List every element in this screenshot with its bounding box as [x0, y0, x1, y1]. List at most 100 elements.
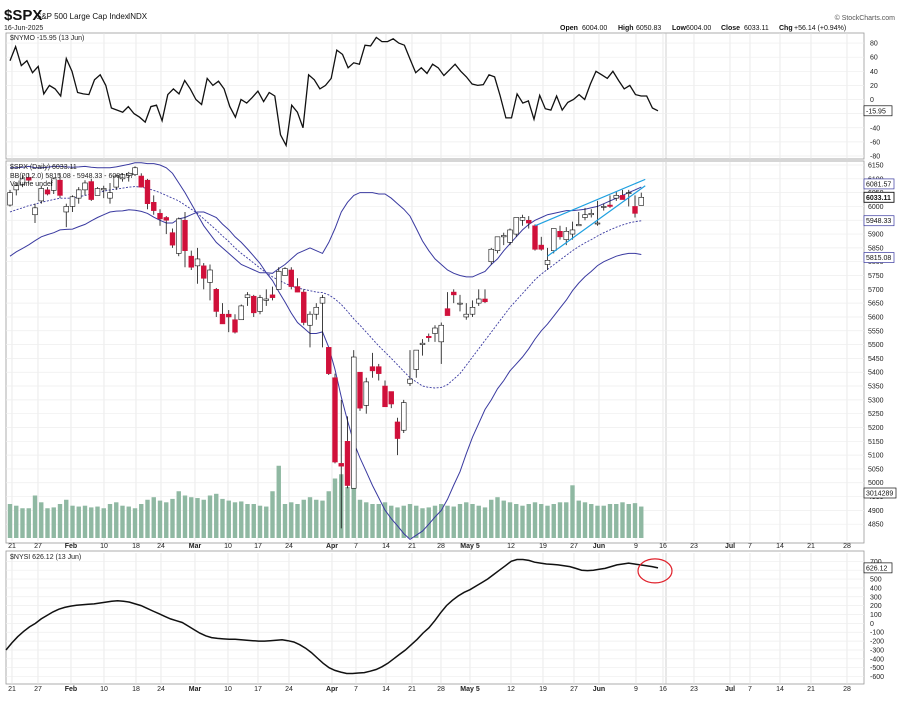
nysi-y-tick: -400	[870, 656, 884, 663]
volume-bar	[476, 505, 481, 538]
x-tick-label: 17	[254, 543, 262, 550]
volume-bar	[182, 495, 188, 538]
x-tick-label: Feb	[65, 686, 77, 693]
candle-down	[88, 181, 94, 200]
volume-bar	[595, 505, 600, 538]
volume-bar	[76, 506, 81, 538]
volume-bar	[351, 474, 356, 538]
spx-y-tick: 4850	[868, 522, 884, 529]
index-name: S&P 500 Large Cap Index	[36, 12, 129, 21]
candle-down	[382, 385, 388, 408]
price-tag: 6033.11	[866, 195, 891, 202]
volume-bar	[157, 500, 163, 538]
close-value: 6033.11	[744, 25, 769, 32]
x-tick-label: 9	[634, 543, 638, 550]
candle-up	[501, 235, 507, 238]
candle-up	[132, 167, 138, 175]
bb-legend: BB(20,2.0) 5815.08 - 5948.33 - 6081.57	[10, 173, 134, 180]
candle-up	[94, 188, 101, 196]
volume-tag: 3014289	[866, 491, 893, 498]
volume-bar	[7, 504, 13, 538]
candle-down	[357, 371, 363, 409]
candle-up	[257, 297, 263, 312]
volume-bar	[407, 504, 413, 538]
volume-bar	[295, 504, 300, 538]
candle-down	[369, 366, 376, 372]
spx-y-tick: 5050	[868, 466, 884, 473]
volume-bar	[482, 507, 488, 538]
x-tick-label: Jul	[725, 543, 735, 550]
x-tick-label: 27	[570, 543, 578, 550]
volume-bar	[607, 504, 613, 538]
volume-bar	[276, 465, 281, 538]
open-value: 6004.00	[582, 25, 607, 32]
candle-up	[207, 269, 213, 283]
x-tick-label: 27	[34, 686, 42, 693]
chg-value: +56.14 (+0.94%)	[794, 25, 846, 32]
volume-bar	[176, 491, 181, 538]
nysi-y-tick: 400	[870, 585, 882, 592]
candle-down	[163, 217, 169, 221]
gridlines	[6, 33, 864, 684]
volume-bar	[576, 500, 581, 538]
candle-up	[638, 197, 644, 206]
spx-y-tick: 5850	[868, 245, 884, 252]
volume-bar	[570, 485, 575, 538]
candle-down	[301, 291, 307, 323]
nysi-panel-frame	[5, 550, 865, 685]
candle-up	[176, 218, 182, 254]
candle-up	[413, 349, 419, 370]
highlight-circle	[637, 558, 673, 584]
volume-bar	[64, 499, 69, 538]
candle-up	[419, 342, 426, 345]
volume-legend: Volume undef	[10, 181, 53, 188]
candle-up	[576, 224, 582, 227]
spx-y-tick: 6000	[868, 204, 884, 211]
candle-up	[401, 402, 407, 431]
nymo-y-tick: 80	[870, 41, 878, 48]
volume-bar	[426, 507, 431, 538]
x-tick-label: 10	[224, 686, 232, 693]
volume-bar	[501, 500, 506, 538]
candle-up	[194, 258, 201, 267]
nysi-panel	[5, 558, 659, 675]
nysi-y-tick: -500	[870, 665, 884, 672]
candle-up	[63, 206, 69, 213]
x-tick-label: May 5	[460, 543, 480, 550]
volume-bar	[332, 478, 338, 538]
chart-date: 16-Jun-2025	[4, 25, 43, 32]
x-tick-label: 16	[659, 686, 667, 693]
volume-bar	[164, 502, 169, 538]
volume-bar	[470, 504, 475, 538]
candle-down	[251, 295, 257, 314]
nysi-y-tick: -300	[870, 647, 884, 654]
candle-down	[294, 286, 301, 293]
volume-bar	[189, 497, 194, 538]
volume-bar	[514, 504, 519, 538]
candle-up	[432, 327, 438, 334]
candle-down	[151, 202, 157, 211]
volume-bar	[70, 505, 75, 538]
volume-bar	[289, 502, 294, 538]
spx-y-tick: 5400	[868, 370, 884, 377]
close-label: Close	[721, 25, 740, 32]
volume-bar	[207, 495, 213, 538]
volume-bar	[507, 502, 513, 538]
candle-up	[101, 188, 107, 191]
value-tags: -15.95 6081.57 6033.11 5948.33 5815.08 3…	[863, 105, 897, 574]
volume-bar	[45, 508, 50, 538]
nysi-line	[5, 558, 659, 675]
volume-bar	[326, 491, 331, 538]
candle-up	[563, 231, 569, 240]
candle-up	[551, 228, 557, 251]
volume-bar	[357, 499, 363, 538]
spx-y-tick: 5650	[868, 301, 884, 308]
volume-bar	[170, 498, 175, 538]
volume-bar	[114, 502, 119, 538]
volume-bar	[120, 505, 125, 538]
x-tick-label: 18	[132, 543, 140, 550]
candle-down	[451, 291, 457, 296]
volume-bar	[145, 499, 150, 538]
spx-y-tick: 5900	[868, 232, 884, 239]
volume-bar	[614, 504, 619, 538]
